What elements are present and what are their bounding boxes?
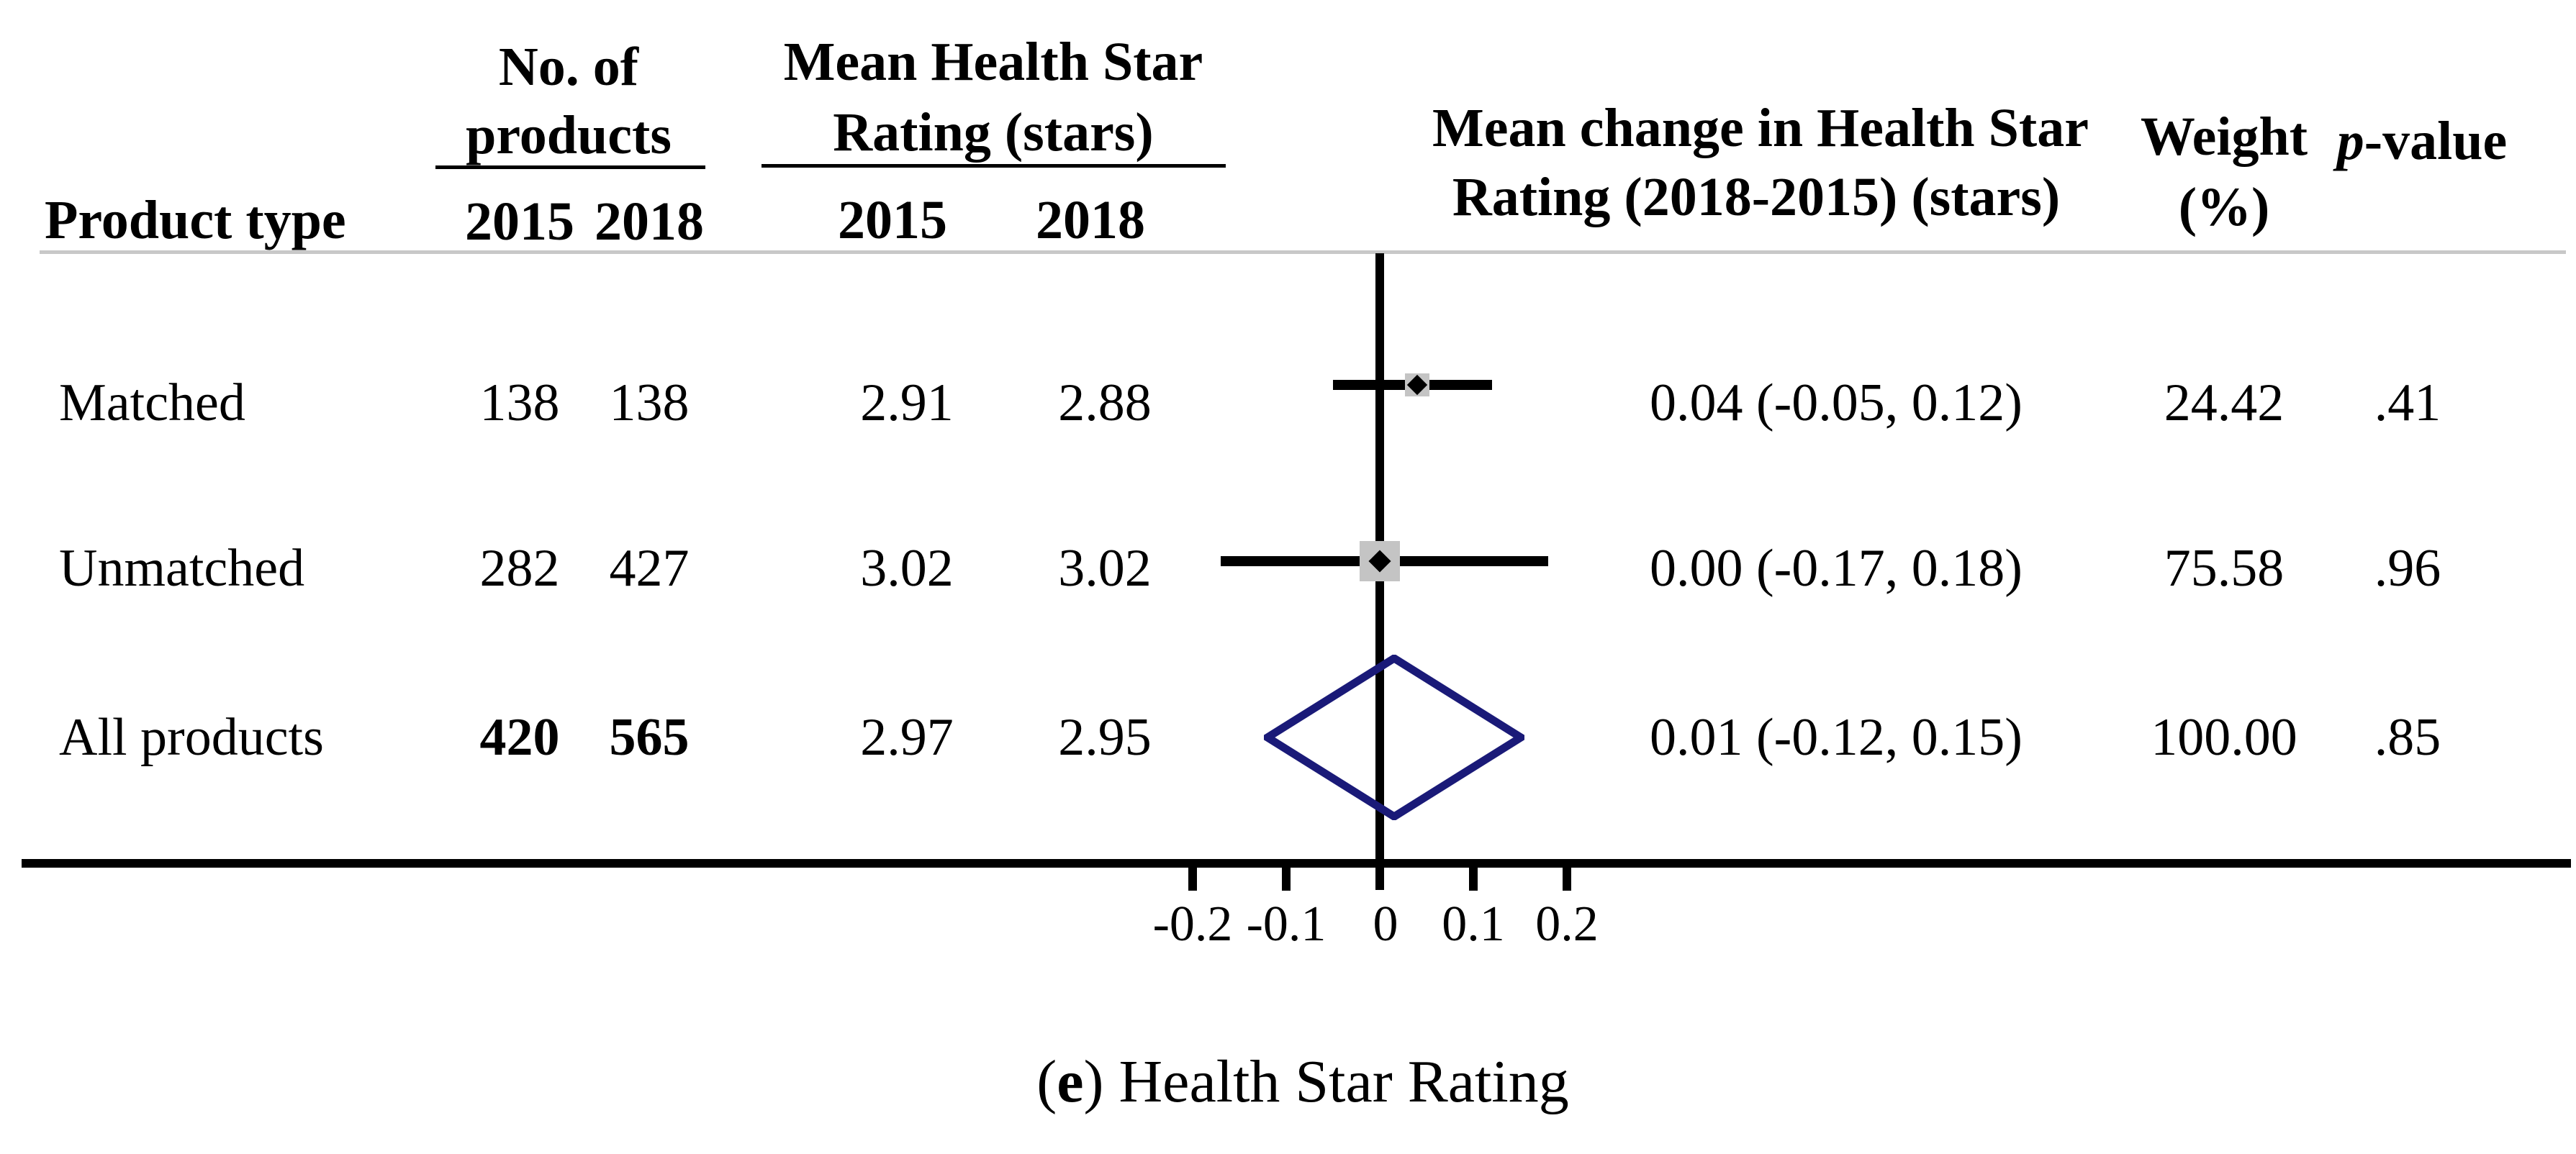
column-header-pvalue: p-value: [2314, 114, 2530, 168]
column-header-change-line1: Mean change in Health Star: [1432, 98, 2089, 158]
caption-rest: ) Health Star Rating: [1083, 1048, 1569, 1115]
row-hsr2018: 2.95: [1058, 708, 1152, 767]
column-header-n-products-line1: No. of: [498, 37, 639, 97]
column-header-hsr-2015: 2015: [838, 190, 947, 250]
caption-letter: e: [1057, 1048, 1084, 1115]
row-label: Matched: [59, 373, 245, 432]
row-n2018: 427: [609, 539, 690, 598]
column-header-weight-line1: Weight: [2140, 106, 2308, 167]
row-label: All products: [59, 708, 324, 767]
row-weight: 24.42: [2164, 373, 2284, 432]
x-axis-tick-label: 0: [1373, 896, 1398, 952]
x-axis-tick: [1469, 863, 1478, 891]
column-header-change-line2: Rating (2018-2015) (stars): [1452, 167, 2061, 227]
figure-caption: (e) Health Star Rating: [792, 1052, 1814, 1112]
column-header-product-type: Product type: [45, 190, 346, 250]
row-hsr2015: 3.02: [860, 539, 954, 598]
column-header-hsr-2018: 2018: [1036, 190, 1145, 250]
column-header-hsr-line1: Mean Health Star: [783, 32, 1203, 92]
caption-paren-open: (: [1036, 1048, 1057, 1115]
x-axis-tick: [1563, 863, 1571, 891]
row-n2018: 565: [609, 708, 690, 767]
x-axis-tick-label: 0.1: [1442, 896, 1505, 952]
column-header-hsr-line2: Rating (stars): [833, 102, 1154, 163]
row-change-ci: 0.04 (-0.05, 0.12): [1650, 373, 2023, 432]
row-hsr2018: 2.88: [1058, 373, 1152, 432]
x-axis-tick: [1188, 863, 1197, 891]
column-header-n-2018: 2018: [595, 191, 704, 252]
row-label: Unmatched: [59, 539, 305, 598]
row-hsr2015: 2.97: [860, 708, 954, 767]
row-pvalue: .85: [2374, 708, 2441, 767]
pvalue-p-italic: p: [2336, 111, 2364, 171]
row-hsr2015: 2.91: [860, 373, 954, 432]
hsr-underline: [761, 164, 1226, 168]
row-pvalue: .96: [2374, 539, 2441, 598]
row-n2018: 138: [609, 373, 690, 432]
column-header-weight-line2: (%): [2178, 177, 2270, 237]
pooled-diamond: [1264, 655, 1524, 820]
n-products-underline: [435, 165, 705, 169]
row-change-ci: 0.00 (-0.17, 0.18): [1650, 539, 2023, 598]
row-n2015: 282: [479, 539, 560, 598]
row-change-ci: 0.01 (-0.12, 0.15): [1650, 708, 2023, 767]
x-axis-line: [22, 859, 2571, 868]
row-n2015: 138: [479, 373, 560, 432]
row-pvalue: .41: [2374, 373, 2441, 432]
x-axis-tick-label: -0.2: [1152, 896, 1233, 952]
pvalue-rest: -value: [2364, 111, 2508, 171]
row-hsr2018: 3.02: [1058, 539, 1152, 598]
row-weight: 75.58: [2164, 539, 2284, 598]
column-header-n-2015: 2015: [465, 191, 574, 252]
column-header-n-products-line2: products: [466, 105, 672, 165]
header-rule: [40, 250, 2566, 254]
x-axis-tick: [1282, 863, 1291, 891]
x-axis-tick-label: -0.1: [1246, 896, 1327, 952]
row-n2015: 420: [479, 708, 560, 767]
row-weight: 100.00: [2151, 708, 2297, 767]
x-axis-tick-label: 0.2: [1535, 896, 1599, 952]
